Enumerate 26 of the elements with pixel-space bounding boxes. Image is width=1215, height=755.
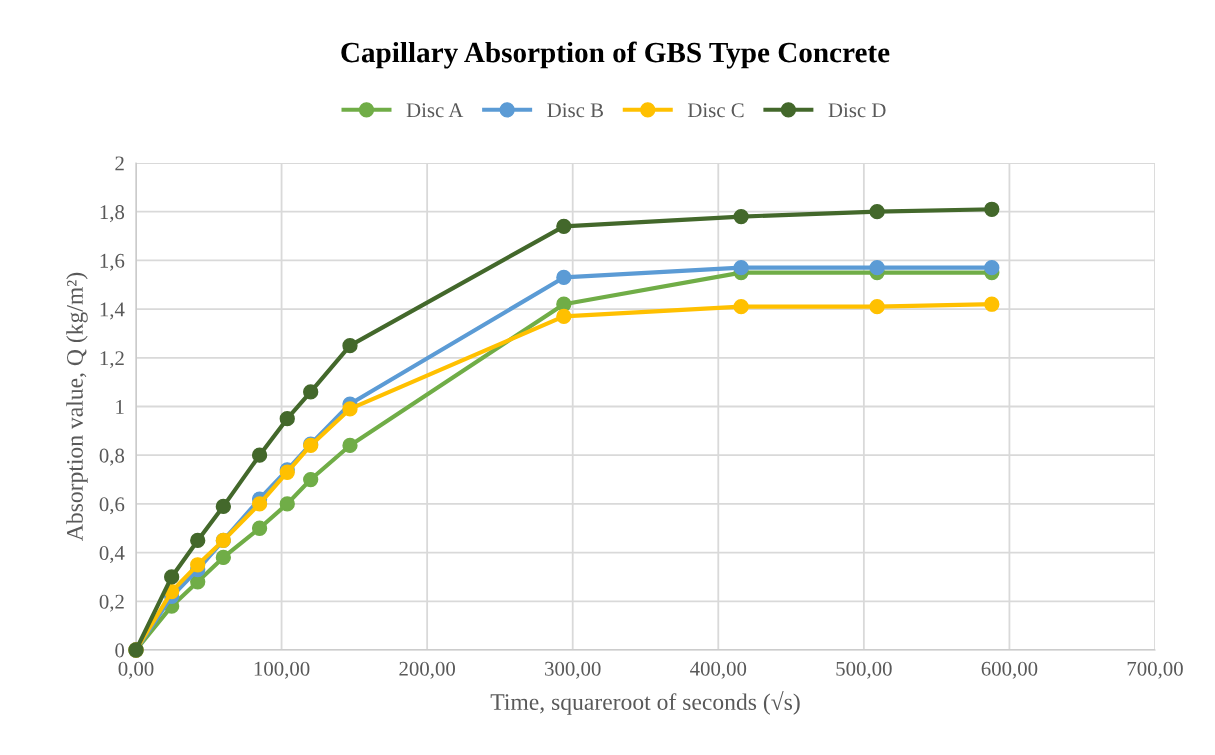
legend-label: Disc C	[687, 103, 744, 118]
y-tick-label: 2	[115, 156, 124, 171]
y-tick-label: 1	[116, 399, 124, 414]
x-tick-label: 500,00	[836, 661, 892, 679]
y-tick-label: 0,6	[99, 497, 125, 515]
y-tick-label: 0	[115, 643, 125, 658]
y-tick-label: 1,2	[100, 351, 124, 369]
x-tick-label: 0,00	[118, 661, 154, 679]
y-tick-label: 0,2	[99, 594, 124, 612]
x-tick-label: 100,00	[254, 661, 310, 679]
x-tick-label: 400,00	[690, 661, 747, 679]
x-tick-label: 300,00	[545, 661, 601, 679]
legend-label: Disc A	[406, 103, 464, 118]
y-tick-label: 1,6	[100, 253, 125, 271]
y-tick-label: 1,4	[100, 302, 125, 320]
y-tick-label: 0,8	[99, 448, 125, 466]
legend-label: Disc B	[547, 103, 603, 118]
legend-label: Disc D	[828, 103, 886, 118]
y-tick-label: 1,8	[100, 205, 125, 223]
chart-title: Capillary Absorption of GBS Type Concrete	[341, 41, 890, 69]
y-tick-label: 0,4	[99, 545, 125, 564]
x-tick-label: 700,00	[1127, 661, 1183, 679]
y-axis-title: Absorption value, Q (kg/m²)	[66, 272, 88, 541]
x-axis-title: Time, squareroot of seconds (√s)	[490, 691, 800, 715]
x-tick-label: 600,00	[981, 661, 1038, 679]
x-tick-label: 200,00	[399, 661, 455, 679]
